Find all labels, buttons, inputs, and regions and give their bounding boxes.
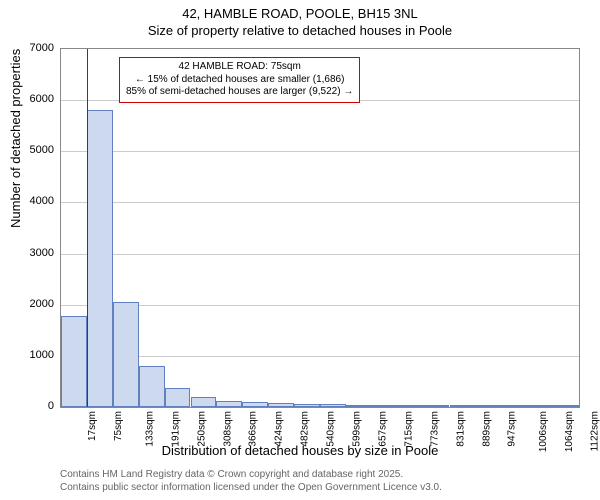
x-tick: 715sqm (403, 411, 414, 447)
bar (113, 302, 139, 407)
plot-area: 42 HAMBLE ROAD: 75sqm ← 15% of detached … (60, 48, 580, 408)
x-tick: 75sqm (113, 411, 124, 441)
x-axis-label: Distribution of detached houses by size … (0, 443, 600, 458)
x-tick: 191sqm (170, 411, 181, 447)
annotation-box: 42 HAMBLE ROAD: 75sqm ← 15% of detached … (119, 57, 360, 103)
bar (139, 366, 165, 407)
x-tick: 831sqm (455, 411, 466, 447)
bar (294, 404, 320, 407)
x-tick: 482sqm (300, 411, 311, 447)
bar (346, 405, 372, 407)
bar (475, 405, 501, 407)
y-tick: 1000 (4, 349, 54, 361)
property-marker-line (87, 49, 88, 407)
bar (216, 401, 242, 407)
chart-title-line1: 42, HAMBLE ROAD, POOLE, BH15 3NL (0, 0, 600, 23)
chart-container: 42, HAMBLE ROAD, POOLE, BH15 3NL Size of… (0, 0, 600, 500)
histogram-bars (61, 49, 579, 407)
bar (242, 402, 268, 407)
x-tick: 540sqm (326, 411, 337, 447)
x-tick: 250sqm (196, 411, 207, 447)
bar (61, 316, 87, 407)
bar (191, 397, 217, 407)
bar (165, 388, 191, 407)
y-tick: 2000 (4, 298, 54, 310)
x-tick: 424sqm (274, 411, 285, 447)
bar (501, 405, 527, 407)
x-tick: 308sqm (222, 411, 233, 447)
bar (527, 405, 553, 407)
bar (87, 110, 113, 407)
x-tick: 947sqm (507, 411, 518, 447)
footnote-line1: Contains HM Land Registry data © Crown c… (60, 468, 442, 481)
chart-title-line2: Size of property relative to detached ho… (0, 23, 600, 42)
x-tick: 657sqm (377, 411, 388, 447)
y-tick: 5000 (4, 144, 54, 156)
annotation-line1: 42 HAMBLE ROAD: 75sqm (126, 61, 353, 74)
footnote: Contains HM Land Registry data © Crown c… (60, 468, 442, 494)
y-tick: 3000 (4, 247, 54, 259)
y-tick: 4000 (4, 195, 54, 207)
x-tick: 366sqm (248, 411, 259, 447)
bar (450, 405, 476, 407)
bar (398, 405, 424, 407)
bar (424, 405, 450, 407)
x-tick: 17sqm (87, 411, 98, 441)
x-tick: 133sqm (144, 411, 155, 447)
x-tick: 773sqm (429, 411, 440, 447)
bar (268, 403, 294, 407)
y-tick: 7000 (4, 42, 54, 54)
y-tick: 6000 (4, 93, 54, 105)
footnote-line2: Contains public sector information licen… (60, 481, 442, 494)
bar (553, 405, 579, 407)
y-tick: 0 (4, 400, 54, 412)
bar (320, 404, 346, 407)
annotation-line2: ← 15% of detached houses are smaller (1,… (126, 74, 353, 87)
bar (372, 405, 398, 407)
annotation-line3: 85% of semi-detached houses are larger (… (126, 86, 353, 99)
x-tick: 599sqm (352, 411, 363, 447)
x-tick: 889sqm (481, 411, 492, 447)
